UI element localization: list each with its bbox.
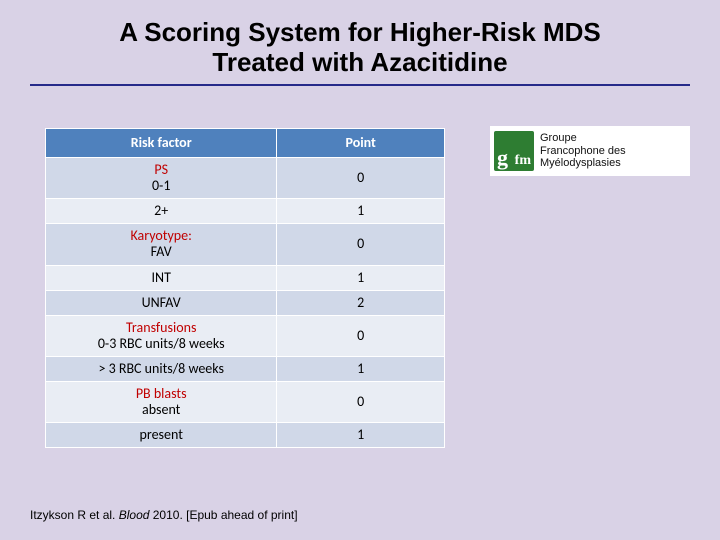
row-sub: present xyxy=(140,426,183,443)
citation-journal: Blood xyxy=(119,508,150,522)
row-category: Transfusions xyxy=(52,320,270,336)
table-row: Transfusions 0-3 RBC units/8 weeks 0 xyxy=(46,315,445,356)
row-sub: 0-3 RBC units/8 weeks xyxy=(98,335,225,352)
citation-authors: Itzykson R et al. xyxy=(30,508,115,522)
slide: A Scoring System for Higher-Risk MDS Tre… xyxy=(0,0,720,540)
header-point: Point xyxy=(277,129,445,158)
row-sub: UNFAV xyxy=(142,294,181,311)
table-row: 2+ 1 xyxy=(46,199,445,224)
table-row: > 3 RBC units/8 weeks 1 xyxy=(46,356,445,381)
row-sub: absent xyxy=(142,401,180,418)
cell-factor: UNFAV xyxy=(46,290,277,315)
cell-factor: > 3 RBC units/8 weeks xyxy=(46,356,277,381)
row-category: Karyotype: xyxy=(52,228,270,244)
gfm-logo-text: Groupe Francophone des Myélodysplasies xyxy=(540,132,626,170)
row-category: PS xyxy=(52,162,270,178)
cell-factor: present xyxy=(46,423,277,448)
title-line-2: Treated with Azacitidine xyxy=(212,47,507,77)
table-row: UNFAV 2 xyxy=(46,290,445,315)
title-line-1: A Scoring System for Higher-Risk MDS xyxy=(119,17,601,47)
row-sub: 0-1 xyxy=(152,177,170,194)
cell-point: 1 xyxy=(277,356,445,381)
cell-factor: Karyotype: FAV xyxy=(46,224,277,265)
table-row: present 1 xyxy=(46,423,445,448)
cell-factor: Transfusions 0-3 RBC units/8 weeks xyxy=(46,315,277,356)
cell-factor: PB blasts absent xyxy=(46,382,277,423)
row-sub: FAV xyxy=(151,243,172,260)
gfm-logo: Groupe Francophone des Myélodysplasies xyxy=(490,126,690,176)
table-row: Karyotype: FAV 0 xyxy=(46,224,445,265)
citation-rest: 2010. [Epub ahead of print] xyxy=(149,508,297,522)
cell-factor: INT xyxy=(46,265,277,290)
row-sub: > 3 RBC units/8 weeks xyxy=(98,360,224,377)
table-row: INT 1 xyxy=(46,265,445,290)
cell-point: 1 xyxy=(277,199,445,224)
row-category: PB blasts xyxy=(52,386,270,402)
scoring-table: Risk factor Point PS 0-1 0 2+ 1 Karyoty xyxy=(45,128,445,448)
row-sub: INT xyxy=(152,269,171,286)
logo-line-2: Francophone des xyxy=(540,145,626,157)
cell-point: 1 xyxy=(277,265,445,290)
cell-point: 0 xyxy=(277,382,445,423)
cell-point: 0 xyxy=(277,224,445,265)
cell-factor: PS 0-1 xyxy=(46,158,277,199)
cell-point: 2 xyxy=(277,290,445,315)
slide-title: A Scoring System for Higher-Risk MDS Tre… xyxy=(0,0,720,82)
cell-factor: 2+ xyxy=(46,199,277,224)
logo-line-3: Myélodysplasies xyxy=(540,157,621,169)
header-risk-factor: Risk factor xyxy=(46,129,277,158)
citation: Itzykson R et al. Blood 2010. [Epub ahea… xyxy=(30,508,298,522)
table-row: PB blasts absent 0 xyxy=(46,382,445,423)
table-row: PS 0-1 0 xyxy=(46,158,445,199)
cell-point: 0 xyxy=(277,315,445,356)
title-underline xyxy=(30,84,690,86)
gfm-logo-icon xyxy=(494,131,534,171)
row-sub: 2+ xyxy=(154,202,168,219)
logo-line-1: Groupe xyxy=(540,132,577,144)
table-header-row: Risk factor Point xyxy=(46,129,445,158)
cell-point: 1 xyxy=(277,423,445,448)
cell-point: 0 xyxy=(277,158,445,199)
